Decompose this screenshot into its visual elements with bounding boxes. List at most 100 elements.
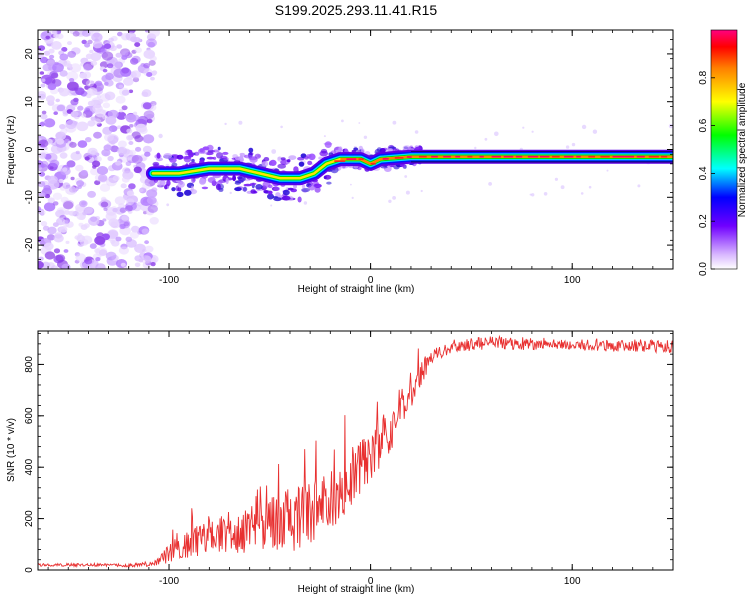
noise-blob xyxy=(84,42,91,48)
noise-blob xyxy=(40,221,48,227)
noise-blob xyxy=(50,265,58,269)
noise-speck xyxy=(303,201,308,205)
noise-speck xyxy=(351,196,354,199)
tone-halo-blob xyxy=(184,150,189,156)
noise-blob xyxy=(47,175,58,184)
noise-blob xyxy=(43,185,51,191)
tone-halo-blob xyxy=(286,159,291,163)
noise-blob xyxy=(38,206,42,212)
tone-halo-blob xyxy=(234,181,241,185)
noise-blob xyxy=(120,183,127,189)
noise-blob xyxy=(61,263,71,269)
noise-blob xyxy=(62,112,68,117)
tone-halo-blob xyxy=(269,159,277,166)
noise-blob xyxy=(125,32,137,41)
noise-blob xyxy=(38,181,46,188)
noise-blob xyxy=(76,121,89,132)
spectrogram-ytick-label: -20 xyxy=(24,237,35,252)
noise-blob xyxy=(64,219,70,224)
noise-blob xyxy=(114,196,126,205)
tone-halo-blob xyxy=(323,174,332,180)
noise-blob xyxy=(85,137,92,143)
noise-blob xyxy=(150,76,155,81)
noise-blob xyxy=(118,203,125,209)
snr-ytick-label: 600 xyxy=(24,407,35,424)
noise-blob xyxy=(56,33,64,40)
noise-blob xyxy=(121,67,130,74)
noise-blob xyxy=(130,57,139,65)
noise-blob xyxy=(38,152,47,159)
noise-speck xyxy=(404,175,408,178)
noise-blob xyxy=(77,140,88,148)
noise-blob xyxy=(70,176,75,181)
noise-blob xyxy=(117,31,123,37)
noise-blob xyxy=(39,191,47,198)
noise-blob xyxy=(53,234,64,243)
noise-blob xyxy=(146,118,153,124)
noise-blob xyxy=(83,63,93,72)
tone-halo-blob xyxy=(202,146,210,151)
noise-blob xyxy=(146,189,158,198)
tone-halo-blob xyxy=(184,189,192,196)
noise-blob xyxy=(144,151,151,157)
noise-blob xyxy=(148,30,160,38)
tone-halo-blob xyxy=(248,156,257,161)
noise-blob xyxy=(90,167,100,176)
noise-speck xyxy=(392,196,396,200)
noise-speck xyxy=(588,185,592,189)
noise-blob xyxy=(147,204,158,213)
noise-blob xyxy=(52,30,57,34)
noise-speck xyxy=(522,126,525,129)
noise-blob xyxy=(125,205,133,212)
tone-halo-blob xyxy=(353,147,359,151)
noise-speck xyxy=(474,146,477,150)
noise-blob xyxy=(92,30,101,34)
colorbar-tick-label: 0.4 xyxy=(698,166,709,180)
noise-blob xyxy=(95,246,108,257)
noise-speck xyxy=(494,131,499,137)
noise-blob xyxy=(136,249,141,253)
noise-blob xyxy=(121,176,130,183)
tone-halo-blob xyxy=(222,151,229,155)
noise-blob xyxy=(84,156,90,161)
noise-blob xyxy=(129,231,139,239)
noise-blob xyxy=(48,48,55,54)
noise-blob xyxy=(56,207,67,215)
colorbar-tick-label: 0.0 xyxy=(698,262,709,276)
noise-blob xyxy=(59,226,68,233)
noise-blob xyxy=(59,70,68,77)
noise-blob xyxy=(49,54,55,59)
noise-blob xyxy=(66,71,79,81)
noise-blob xyxy=(53,248,61,254)
noise-blob xyxy=(61,47,68,52)
noise-blob xyxy=(49,166,54,170)
noise-blob xyxy=(92,40,103,49)
colorbar: 0.0 0.2 0.4 0.6 0.8 Normalized spectral ampl… xyxy=(698,29,748,276)
snr-ytick-label: 400 xyxy=(24,458,35,475)
noise-blob xyxy=(120,262,126,267)
noise-blob xyxy=(62,182,71,189)
noise-blob xyxy=(102,109,107,114)
noise-blob xyxy=(121,215,129,222)
noise-blob xyxy=(38,52,44,59)
noise-blob xyxy=(65,240,70,244)
noise-blob xyxy=(130,70,141,79)
tone-halo-blob xyxy=(176,154,184,160)
noise-speck xyxy=(637,184,641,188)
noise-blob xyxy=(40,83,46,88)
noise-blob xyxy=(76,235,86,242)
tone-halo-blob xyxy=(242,186,247,192)
noise-speck xyxy=(392,120,397,125)
noise-blob xyxy=(115,52,122,58)
tone-halo-blob xyxy=(250,189,256,194)
noise-blob xyxy=(128,141,134,145)
noise-blob xyxy=(102,102,111,109)
noise-blob xyxy=(47,83,57,91)
noise-blob xyxy=(69,78,75,83)
snr-xtick-label: 100 xyxy=(564,576,581,587)
noise-blob xyxy=(80,113,87,118)
tone-halo-blob xyxy=(163,153,173,159)
noise-blob xyxy=(44,251,56,260)
noise-blob xyxy=(125,198,135,206)
